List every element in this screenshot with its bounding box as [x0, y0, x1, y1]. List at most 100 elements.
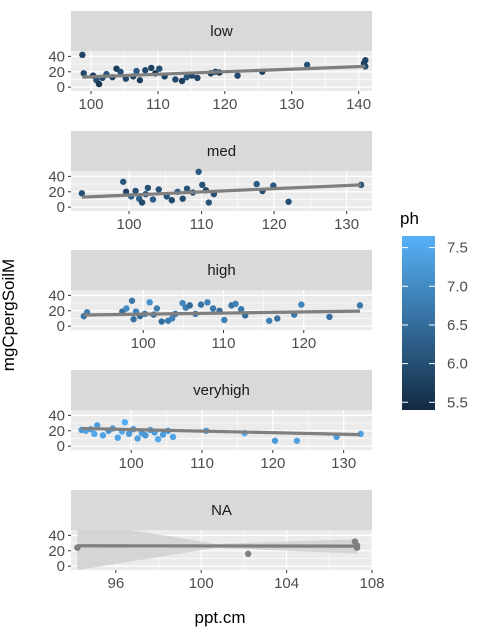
- x-tick-label: 130: [331, 455, 356, 472]
- y-tick-label: 0: [57, 79, 65, 96]
- data-point: [232, 301, 238, 307]
- facet-strip-label: low: [210, 23, 233, 40]
- data-point: [156, 186, 162, 192]
- x-tick-label: 130: [334, 216, 359, 233]
- data-point: [123, 305, 129, 311]
- data-point: [199, 182, 205, 188]
- x-tick-label: 110: [146, 96, 170, 113]
- data-point: [170, 434, 176, 440]
- data-point: [179, 195, 185, 201]
- data-point: [134, 435, 140, 441]
- x-axis-title: ppt.cm: [194, 608, 245, 627]
- data-point: [146, 299, 152, 305]
- legend-tick-label: 6.5: [447, 317, 468, 334]
- x-tick-label: 96: [107, 575, 124, 592]
- facet-strip-label: high: [207, 262, 235, 279]
- x-tick-label: 100: [117, 216, 142, 233]
- y-tick-label: 20: [48, 303, 65, 320]
- legend-tick-label: 5.5: [447, 394, 468, 411]
- data-point: [274, 315, 280, 321]
- legend-colorbar: [402, 236, 435, 410]
- data-point: [142, 432, 148, 438]
- data-point: [187, 302, 193, 308]
- data-point: [79, 52, 85, 58]
- y-tick-label: 40: [48, 527, 65, 544]
- y-tick-label: 40: [48, 407, 65, 424]
- data-point: [294, 438, 300, 444]
- data-point: [155, 436, 161, 442]
- data-point: [100, 432, 106, 438]
- x-tick-label: 110: [190, 455, 214, 472]
- data-point: [130, 316, 136, 322]
- x-tick-label: 110: [190, 216, 214, 233]
- x-tick-label: 110: [212, 335, 236, 352]
- facet-strip-label: veryhigh: [193, 382, 250, 399]
- x-tick-label: 100: [189, 575, 214, 592]
- y-tick-label: 0: [57, 199, 65, 216]
- data-point: [133, 68, 139, 74]
- data-point: [285, 199, 291, 205]
- data-point: [142, 67, 148, 73]
- x-tick-label: 130: [279, 96, 304, 113]
- legend-tick-label: 7.5: [447, 240, 468, 257]
- data-point: [145, 185, 151, 191]
- facet-strip-label: med: [207, 143, 236, 160]
- data-point: [253, 181, 259, 187]
- data-point: [194, 75, 200, 81]
- x-tick-label: 120: [262, 216, 287, 233]
- legend-tick-label: 7.0: [447, 278, 468, 295]
- data-point: [154, 305, 160, 311]
- x-tick-label: 100: [79, 96, 104, 113]
- data-point: [169, 197, 175, 203]
- data-point: [206, 199, 212, 205]
- x-tick-label: 120: [291, 335, 316, 352]
- data-point: [357, 302, 363, 308]
- data-point: [326, 314, 332, 320]
- x-tick-label: 100: [119, 455, 144, 472]
- data-point: [129, 298, 135, 304]
- x-tick-label: 100: [131, 335, 156, 352]
- data-point: [198, 301, 204, 307]
- data-point: [245, 551, 251, 557]
- data-point: [172, 76, 178, 82]
- data-point: [204, 299, 210, 305]
- y-tick-label: 40: [48, 48, 65, 65]
- data-point: [122, 419, 128, 425]
- data-point: [159, 318, 165, 324]
- y-tick-label: 0: [57, 438, 65, 455]
- facet-strip-label: NA: [211, 502, 232, 519]
- data-point: [148, 65, 154, 71]
- legend-tick-label: 6.0: [447, 356, 468, 373]
- data-point: [210, 305, 216, 311]
- data-point: [96, 81, 102, 87]
- y-tick-label: 20: [48, 64, 65, 81]
- data-point: [150, 196, 156, 202]
- x-tick-label: 104: [274, 575, 299, 592]
- y-tick-label: 0: [57, 558, 65, 575]
- y-tick-label: 0: [57, 318, 65, 335]
- x-tick-label: 108: [359, 575, 384, 592]
- y-tick-label: 20: [48, 543, 65, 560]
- y-tick-label: 20: [48, 423, 65, 440]
- data-point: [139, 199, 145, 205]
- y-axis-title: mgCpergSoilM: [0, 259, 18, 371]
- data-point: [195, 169, 201, 175]
- data-point: [221, 317, 227, 323]
- data-point: [156, 65, 162, 71]
- x-tick-label: 120: [212, 96, 237, 113]
- data-point: [117, 69, 123, 75]
- data-point: [234, 72, 240, 78]
- data-point: [120, 179, 126, 185]
- data-point: [266, 318, 272, 324]
- y-tick-label: 20: [48, 184, 65, 201]
- legend-title: ph: [400, 209, 419, 228]
- y-tick-label: 40: [48, 287, 65, 304]
- data-point: [115, 434, 121, 440]
